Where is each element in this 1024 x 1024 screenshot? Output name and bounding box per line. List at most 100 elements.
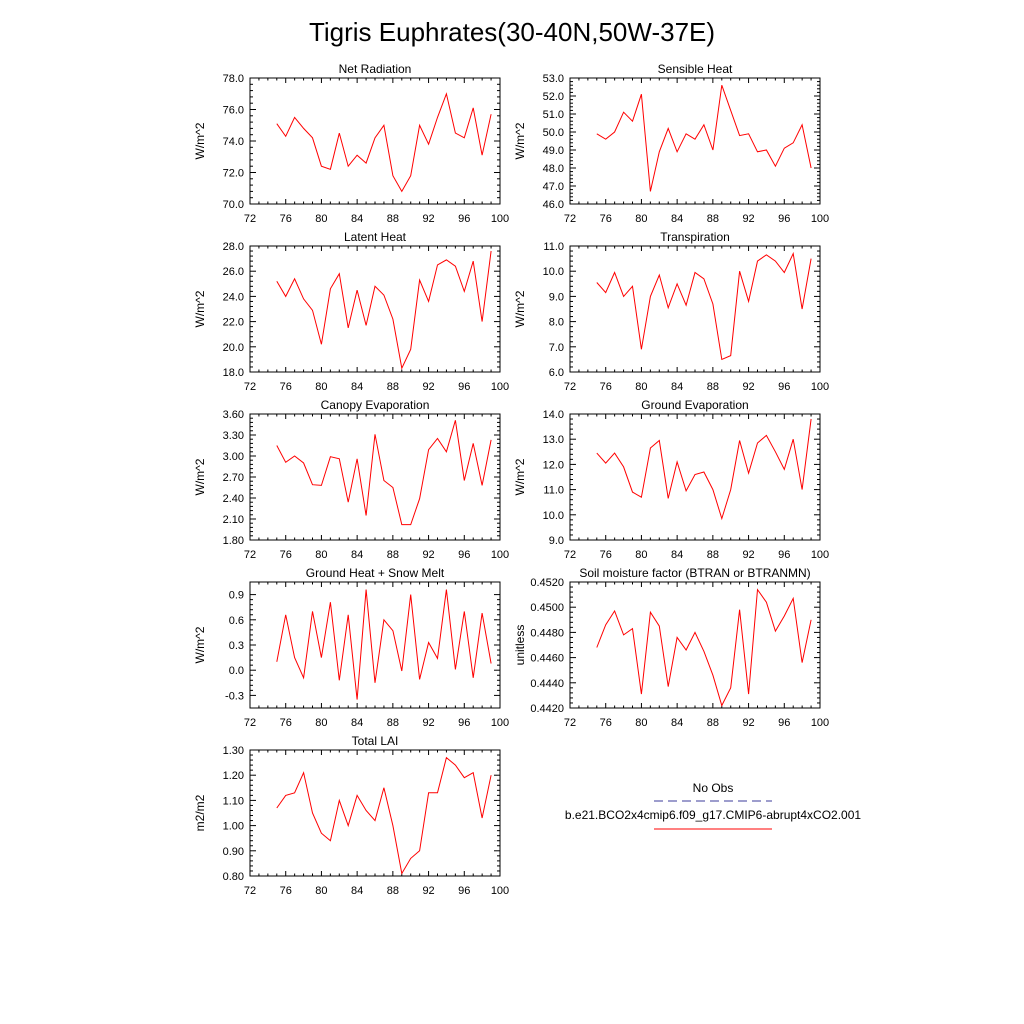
y-axis-label: m2/m2: [193, 794, 207, 831]
x-tick-label: 84: [351, 717, 363, 729]
panel-9: Total LAI m2/m2 72 76 80 84 88 92 96 100 0.80 0.90 1…: [193, 734, 509, 897]
y-tick-label: 0.4440: [530, 678, 564, 690]
y-tick-label: 10.0: [543, 266, 564, 278]
x-tick-label: 76: [280, 213, 292, 225]
x-tick-label: 92: [422, 381, 434, 393]
panel-title: Latent Heat: [344, 230, 407, 244]
x-tick-label: 72: [244, 549, 256, 561]
x-tick-label: 72: [244, 213, 256, 225]
y-axis-label: W/m^2: [193, 122, 207, 159]
x-tick-label: 100: [491, 213, 509, 225]
y-tick-label: 46.0: [543, 199, 564, 211]
x-tick-label: 72: [244, 381, 256, 393]
series-line: [276, 92, 492, 193]
x-tick-label: 76: [600, 381, 612, 393]
x-tick-label: 72: [244, 885, 256, 897]
x-tick-label: 96: [458, 717, 470, 729]
x-tick-label: 96: [778, 213, 790, 225]
legend-obs-label: No Obs: [693, 781, 734, 795]
panel-title: Net Radiation: [339, 62, 412, 76]
y-tick-label: 1.80: [223, 535, 244, 547]
x-tick-label: 84: [351, 885, 363, 897]
y-tick-label: 28.0: [223, 241, 244, 253]
y-axis-label: W/m^2: [193, 626, 207, 663]
figure-title: Tigris Euphrates(30-40N,50W-37E): [309, 17, 715, 47]
series-line: [276, 250, 492, 370]
y-tick-label: 74.0: [223, 136, 244, 148]
x-tick-label: 76: [280, 549, 292, 561]
panel-title: Canopy Evaporation: [321, 398, 430, 412]
panel-4: Transpiration W/m^2 72 76 80 84 88 92 96 100 6.0 7.…: [513, 230, 829, 393]
x-tick-label: 84: [351, 549, 363, 561]
y-tick-label: 11.0: [543, 485, 564, 497]
y-tick-label: 18.0: [223, 367, 244, 379]
y-tick-label: 3.00: [223, 451, 244, 463]
y-tick-label: 0.3: [229, 640, 244, 652]
x-tick-label: 92: [742, 213, 754, 225]
y-tick-label: 12.0: [543, 459, 564, 471]
y-tick-label: 0.4500: [530, 602, 564, 614]
x-tick-label: 88: [387, 549, 399, 561]
panel-5: Canopy Evaporation W/m^2 72 76 80 84 88 92 96 100…: [193, 398, 509, 561]
panel-8: Soil moisture factor (BTRAN or BTRANMN) u…: [513, 566, 829, 729]
y-tick-label: 20.0: [223, 342, 244, 354]
x-tick-label: 100: [491, 885, 509, 897]
x-tick-label: 80: [315, 213, 327, 225]
y-tick-label: 2.40: [223, 493, 244, 505]
y-tick-label: 26.0: [223, 266, 244, 278]
x-tick-label: 84: [351, 381, 363, 393]
x-tick-label: 72: [564, 717, 576, 729]
y-tick-label: 1.30: [223, 745, 244, 757]
x-tick-label: 76: [280, 717, 292, 729]
x-tick-label: 88: [387, 885, 399, 897]
x-tick-label: 96: [458, 213, 470, 225]
x-tick-label: 92: [422, 549, 434, 561]
y-tick-label: 0.90: [223, 846, 244, 858]
panel-title: Transpiration: [660, 230, 730, 244]
y-axis-label: W/m^2: [513, 122, 527, 159]
x-tick-label: 100: [491, 717, 509, 729]
y-tick-label: 0.9: [229, 590, 244, 602]
x-tick-label: 76: [600, 213, 612, 225]
x-tick-label: 88: [707, 213, 719, 225]
y-tick-label: 50.0: [543, 127, 564, 139]
x-tick-label: 92: [422, 213, 434, 225]
y-tick-label: 1.10: [223, 795, 244, 807]
x-tick-label: 88: [707, 381, 719, 393]
y-tick-label: 9.0: [549, 291, 564, 303]
y-tick-label: 2.10: [223, 514, 244, 526]
x-tick-label: 92: [742, 717, 754, 729]
y-tick-label: 0.6: [229, 615, 244, 627]
x-tick-label: 96: [778, 549, 790, 561]
y-tick-label: 0.4520: [530, 577, 564, 589]
y-tick-label: 8.0: [549, 317, 564, 329]
x-tick-label: 84: [671, 549, 683, 561]
x-tick-label: 88: [387, 213, 399, 225]
y-tick-label: 48.0: [543, 163, 564, 175]
x-tick-label: 76: [280, 885, 292, 897]
y-tick-label: 70.0: [223, 199, 244, 211]
x-tick-label: 76: [600, 549, 612, 561]
y-tick-label: 76.0: [223, 105, 244, 117]
x-tick-label: 100: [811, 549, 829, 561]
x-tick-label: 100: [811, 213, 829, 225]
panel-title: Sensible Heat: [658, 62, 733, 76]
y-tick-label: 78.0: [223, 73, 244, 85]
panel-1: Net Radiation W/m^2 72 76 80 84 88 92 96 100 70.0 7…: [193, 62, 509, 225]
y-tick-label: 24.0: [223, 291, 244, 303]
y-axis-label: unitless: [513, 625, 527, 666]
x-tick-label: 76: [280, 381, 292, 393]
y-tick-label: 0.0: [229, 665, 244, 677]
y-tick-label: 53.0: [543, 73, 564, 85]
y-tick-label: 0.4460: [530, 653, 564, 665]
y-tick-label: 1.20: [223, 770, 244, 782]
x-tick-label: 88: [707, 717, 719, 729]
y-tick-label: 22.0: [223, 317, 244, 329]
y-tick-label: 7.0: [549, 342, 564, 354]
x-tick-label: 84: [671, 213, 683, 225]
x-tick-label: 88: [707, 549, 719, 561]
y-tick-label: 13.0: [543, 434, 564, 446]
x-tick-label: 92: [742, 381, 754, 393]
